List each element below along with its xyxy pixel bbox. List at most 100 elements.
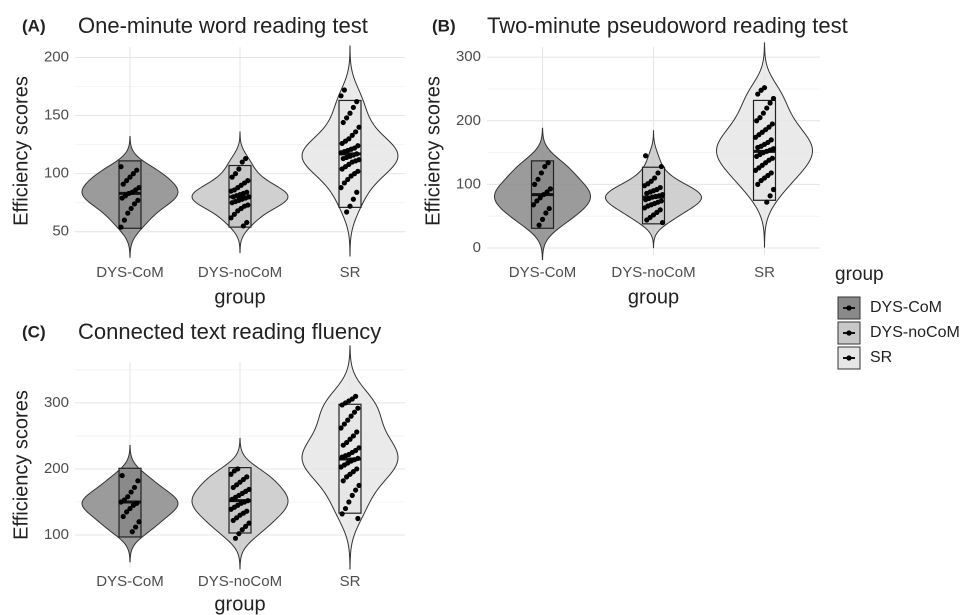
point bbox=[245, 498, 251, 504]
point bbox=[354, 151, 360, 157]
point bbox=[131, 201, 138, 207]
point bbox=[354, 466, 360, 472]
point bbox=[770, 186, 777, 193]
point bbox=[764, 199, 770, 205]
point bbox=[338, 185, 344, 191]
legend-entry: SR bbox=[870, 349, 892, 366]
point bbox=[246, 194, 252, 200]
point bbox=[229, 174, 235, 180]
point bbox=[232, 171, 239, 177]
point bbox=[534, 198, 540, 204]
point bbox=[757, 115, 763, 121]
y-tick-label: 300 bbox=[456, 48, 481, 65]
point bbox=[127, 174, 133, 180]
point bbox=[544, 189, 550, 195]
point bbox=[350, 104, 356, 111]
point bbox=[120, 513, 126, 520]
point bbox=[136, 185, 142, 191]
point bbox=[243, 155, 249, 162]
point bbox=[354, 189, 360, 195]
point bbox=[535, 176, 541, 182]
y-axis-label: Efficiency scores bbox=[10, 390, 32, 540]
panel-label: (C) bbox=[22, 322, 46, 341]
point bbox=[347, 436, 353, 442]
point bbox=[354, 99, 360, 105]
x-axis-label: group bbox=[214, 593, 265, 615]
point bbox=[353, 393, 359, 399]
point bbox=[537, 195, 543, 201]
point bbox=[536, 222, 542, 228]
point bbox=[128, 489, 134, 495]
point bbox=[767, 100, 773, 106]
point bbox=[121, 217, 127, 223]
point bbox=[657, 207, 663, 213]
x-axis-label: group bbox=[214, 286, 265, 308]
point bbox=[119, 472, 125, 479]
point bbox=[124, 178, 130, 184]
point bbox=[235, 466, 241, 472]
point bbox=[547, 186, 553, 192]
point bbox=[346, 499, 352, 505]
point bbox=[128, 205, 134, 212]
x-tick-label: DYS-CoM bbox=[96, 573, 164, 590]
x-tick-label: SR bbox=[754, 264, 775, 281]
x-axis-label: group bbox=[628, 286, 679, 308]
point bbox=[118, 224, 124, 230]
x-tick-label: SR bbox=[340, 264, 361, 281]
point bbox=[135, 197, 141, 203]
point bbox=[121, 497, 127, 503]
point bbox=[124, 509, 130, 515]
y-tick-label: 300 bbox=[44, 394, 69, 411]
point bbox=[355, 168, 361, 174]
point bbox=[350, 196, 356, 202]
point bbox=[353, 487, 359, 493]
point bbox=[338, 93, 344, 99]
point bbox=[135, 478, 141, 484]
point bbox=[532, 181, 538, 187]
point bbox=[346, 136, 352, 142]
y-tick-label: 100 bbox=[44, 526, 69, 543]
point bbox=[356, 445, 362, 451]
point bbox=[530, 202, 537, 208]
point bbox=[350, 433, 356, 439]
point bbox=[341, 421, 347, 427]
point bbox=[355, 143, 361, 149]
y-tick-label: 100 bbox=[456, 175, 481, 192]
point bbox=[228, 471, 234, 477]
legend-key-point bbox=[846, 355, 852, 361]
x-tick-label: DYS-noCoM bbox=[198, 264, 282, 281]
point bbox=[129, 529, 135, 535]
point bbox=[643, 153, 649, 159]
point bbox=[349, 492, 355, 498]
point bbox=[345, 176, 351, 183]
point bbox=[761, 85, 768, 91]
point bbox=[236, 166, 242, 172]
point bbox=[341, 180, 347, 186]
point bbox=[341, 87, 347, 93]
point bbox=[342, 505, 349, 512]
point bbox=[546, 205, 552, 212]
point bbox=[120, 181, 126, 187]
point bbox=[347, 110, 353, 116]
point bbox=[658, 163, 664, 170]
point bbox=[349, 132, 355, 138]
y-tick-label: 150 bbox=[44, 107, 69, 124]
point bbox=[339, 511, 345, 517]
point bbox=[351, 409, 358, 415]
point bbox=[244, 508, 250, 514]
point bbox=[356, 157, 362, 163]
point bbox=[244, 474, 250, 480]
point bbox=[652, 175, 658, 181]
y-tick-label: 0 bbox=[473, 239, 481, 256]
point bbox=[136, 519, 142, 525]
point bbox=[345, 417, 351, 423]
point bbox=[348, 413, 354, 419]
point bbox=[764, 105, 770, 111]
point bbox=[134, 500, 140, 506]
point bbox=[355, 455, 361, 461]
point bbox=[239, 527, 245, 533]
point bbox=[755, 181, 761, 187]
y-axis-label: Efficiency scores bbox=[10, 76, 32, 226]
point bbox=[338, 425, 344, 431]
